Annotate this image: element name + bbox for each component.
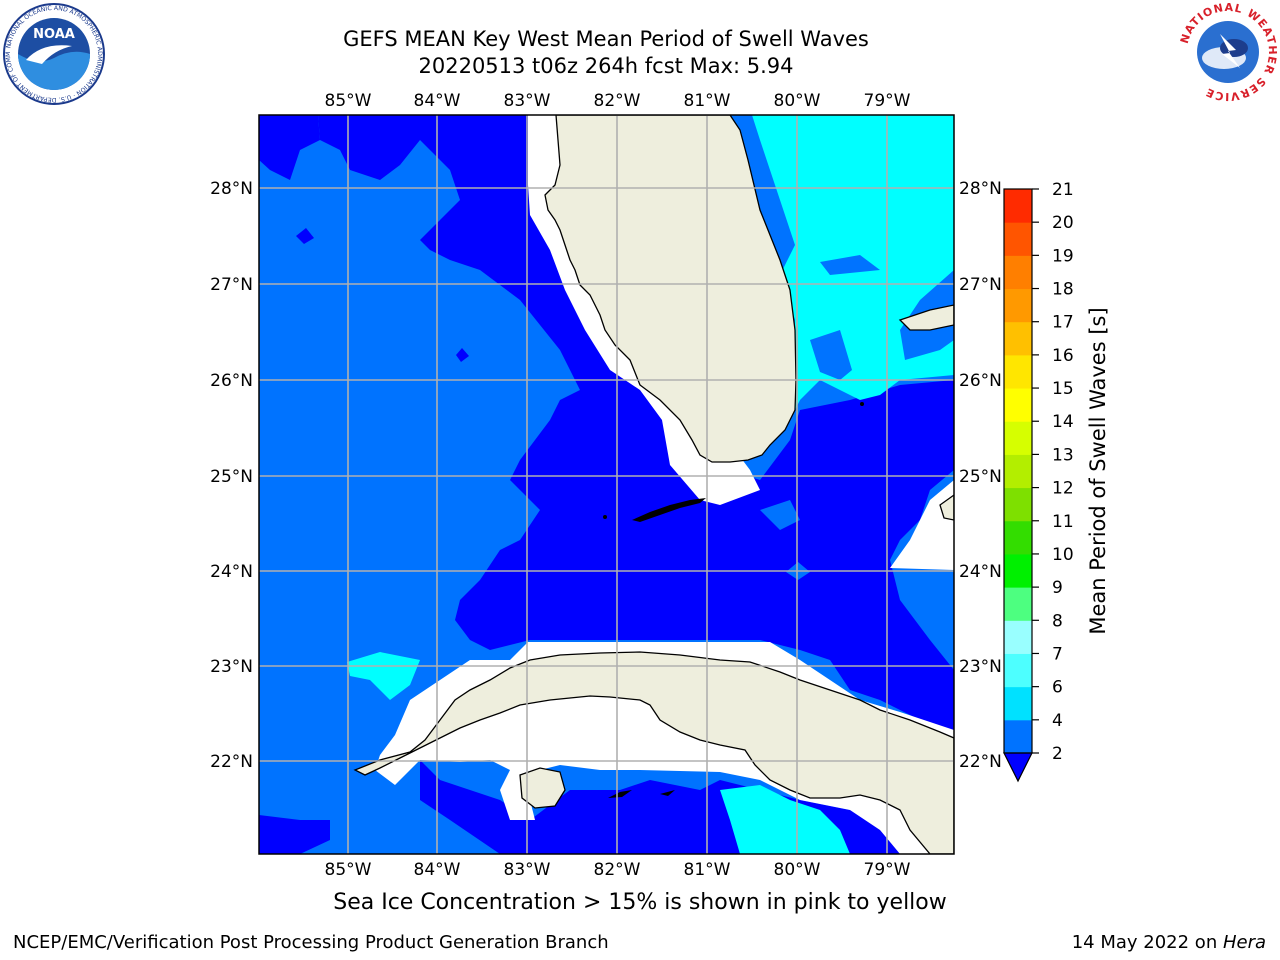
colorbar-tick-label: 20 bbox=[1052, 213, 1074, 233]
lon-label: 85°W bbox=[325, 860, 372, 880]
land-masses bbox=[353, 115, 954, 854]
lat-label: 27°N bbox=[959, 275, 1002, 295]
footer-date-text: 14 May 2022 on bbox=[1071, 932, 1223, 953]
colorbar-tick-label: 4 bbox=[1052, 711, 1063, 731]
colorbar-tick-label: 10 bbox=[1052, 545, 1074, 565]
colorbar-tick-label: 12 bbox=[1052, 479, 1074, 499]
colorbar-label: Mean Period of Swell Waves [s] bbox=[1086, 307, 1110, 634]
colorbar-segment bbox=[1004, 189, 1032, 223]
footer-date: 14 May 2022 on Hera bbox=[1072, 932, 1266, 953]
lat-label: 25°N bbox=[959, 467, 1002, 487]
title-line-1: GEFS MEAN Key West Mean Period of Swell … bbox=[343, 27, 869, 51]
lon-label: 81°W bbox=[684, 91, 731, 111]
lat-label: 24°N bbox=[210, 562, 253, 582]
lon-label: 83°W bbox=[504, 91, 551, 111]
lat-label: 28°N bbox=[959, 179, 1002, 199]
map-plot-area bbox=[259, 115, 954, 854]
colorbar-segment bbox=[1004, 686, 1032, 721]
andros-land bbox=[939, 494, 954, 521]
lon-labels-bottom: 85°W 84°W 83°W 82°W 81°W 80°W 79°W bbox=[325, 860, 911, 880]
colorbar-segment bbox=[1004, 288, 1032, 323]
colorbar-tick-label: 15 bbox=[1052, 379, 1074, 399]
lat-label: 24°N bbox=[959, 562, 1002, 582]
lon-label: 83°W bbox=[504, 860, 551, 880]
lon-labels-top: 85°W 84°W 83°W 82°W 81°W 80°W 79°W bbox=[325, 91, 911, 111]
colorbar-tick-label: 8 bbox=[1052, 611, 1063, 631]
lon-label: 80°W bbox=[774, 91, 821, 111]
colorbar-tick-label: 11 bbox=[1052, 512, 1074, 532]
lat-label: 22°N bbox=[210, 752, 253, 772]
colorbar-segment bbox=[1004, 222, 1032, 256]
florida-land bbox=[544, 115, 797, 463]
colorbar-tick-label: 19 bbox=[1052, 246, 1074, 266]
bahamas-land bbox=[898, 304, 954, 331]
colorbar-tick-label: 2 bbox=[1052, 744, 1063, 764]
lat-label: 25°N bbox=[210, 467, 253, 487]
colorbar-tick-label: 6 bbox=[1052, 678, 1063, 698]
map-gridlines bbox=[259, 115, 954, 854]
colorbar-tick-label: 14 bbox=[1052, 412, 1074, 432]
colorbar-tick-label: 21 bbox=[1052, 180, 1074, 200]
colorbar-segment bbox=[1004, 587, 1032, 621]
lat-label: 23°N bbox=[959, 657, 1002, 677]
colorbar-tick-label: 17 bbox=[1052, 313, 1074, 333]
colorbar-frame bbox=[1003, 188, 1033, 754]
sea-ice-note: Sea Ice Concentration > 15% is shown in … bbox=[333, 890, 947, 915]
lat-label: 22°N bbox=[959, 752, 1002, 772]
colorbar-extend-triangle bbox=[1003, 752, 1033, 783]
lat-label: 28°N bbox=[210, 179, 253, 199]
swell-contour-2-4-inner bbox=[760, 255, 880, 580]
colorbar-tick-label: 7 bbox=[1052, 644, 1063, 664]
lon-label: 82°W bbox=[594, 860, 641, 880]
nws-logo: NATIONAL WEATHER SERVICE bbox=[1178, 2, 1278, 102]
colorbar-tick-label: 16 bbox=[1052, 346, 1074, 366]
noaa-logo: NATIONAL OCEANIC AND ATMOSPHERIC ADMINIS… bbox=[2, 2, 105, 105]
lat-label: 23°N bbox=[210, 657, 253, 677]
lat-label: 26°N bbox=[959, 371, 1002, 391]
colorbar-segment bbox=[1004, 487, 1032, 522]
colorbar-segment bbox=[1004, 553, 1032, 588]
colorbar-segment bbox=[1004, 520, 1032, 555]
chart-title: GEFS MEAN Key West Mean Period of Swell … bbox=[0, 26, 1212, 80]
footer-credit: NCEP/EMC/Verification Post Processing Pr… bbox=[13, 932, 609, 953]
colorbar-segment bbox=[1004, 388, 1032, 422]
keys-islets bbox=[603, 402, 864, 798]
colorbar: 2 4 6 7 8 9 10 11 12 13 14 15 16 17 18 19 20 21 bbox=[1003, 180, 1074, 783]
colorbar-segment bbox=[1004, 653, 1032, 688]
colorbar-tick-label: 13 bbox=[1052, 445, 1074, 465]
lon-label: 80°W bbox=[774, 860, 821, 880]
colorbar-segment bbox=[1004, 255, 1032, 290]
colorbar-segment bbox=[1004, 719, 1032, 754]
lon-label: 79°W bbox=[864, 91, 911, 111]
map-frame bbox=[258, 114, 955, 855]
colorbar-segment bbox=[1004, 454, 1032, 489]
colorbar-segment bbox=[1004, 321, 1032, 356]
lon-label: 84°W bbox=[414, 860, 461, 880]
lat-label: 26°N bbox=[210, 371, 253, 391]
colorbar-segment bbox=[1004, 421, 1032, 455]
footer-host: Hera bbox=[1222, 932, 1266, 953]
lat-labels-left: 28°N 27°N 26°N 25°N 24°N 23°N 22°N bbox=[210, 179, 253, 772]
lon-label: 82°W bbox=[594, 91, 641, 111]
title-line-2: 20220513 t06z 264h fcst Max: 5.94 bbox=[418, 54, 794, 78]
colorbar-tick-label: 9 bbox=[1052, 578, 1063, 598]
lon-label: 81°W bbox=[684, 860, 731, 880]
lon-label: 84°W bbox=[414, 91, 461, 111]
colorbar-segment bbox=[1004, 354, 1032, 389]
cuba-land bbox=[353, 651, 954, 854]
lon-label: 85°W bbox=[325, 91, 372, 111]
isla-juventud bbox=[519, 767, 566, 809]
colorbar-tick-label: 18 bbox=[1052, 280, 1074, 300]
lat-labels-right: 28°N 27°N 26°N 25°N 24°N 23°N 22°N bbox=[959, 179, 1002, 772]
lat-label: 27°N bbox=[210, 275, 253, 295]
lon-label: 79°W bbox=[864, 860, 911, 880]
noaa-logo-text: NOAA bbox=[33, 27, 75, 42]
colorbar-segment bbox=[1004, 620, 1032, 654]
